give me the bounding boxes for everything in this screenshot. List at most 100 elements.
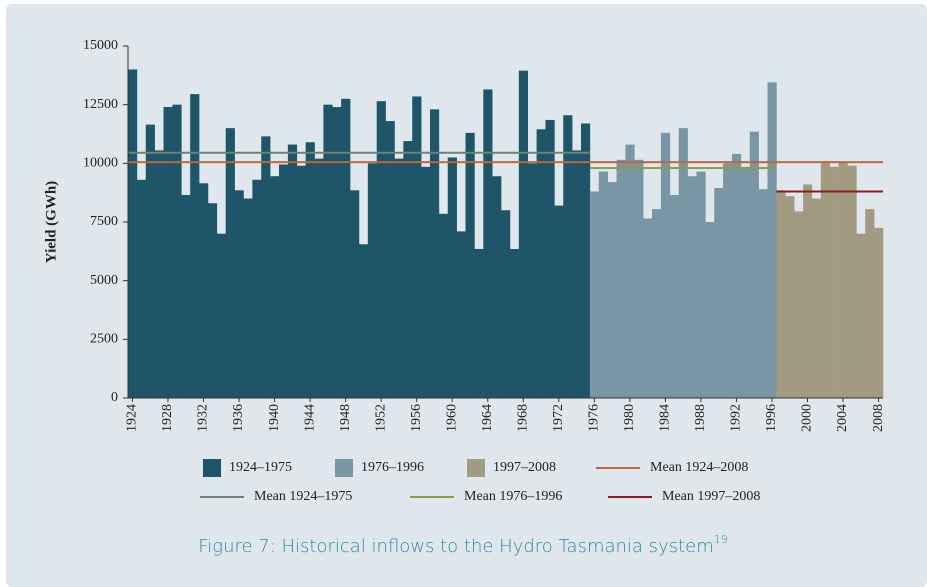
bar <box>403 141 413 399</box>
legend-label: 1924–1975 <box>229 460 292 475</box>
bar <box>572 150 582 398</box>
bar <box>163 107 173 398</box>
bar <box>154 150 164 398</box>
legend-label: 1997–2008 <box>493 460 556 475</box>
x-tick-label: 1928 <box>160 404 175 432</box>
x-tick-label: 1932 <box>196 404 211 432</box>
bar <box>145 124 155 398</box>
bar <box>874 227 884 398</box>
x-tick-label: 1996 <box>764 404 779 432</box>
bar <box>287 144 298 398</box>
bar <box>438 213 449 398</box>
x-tick-label: 1976 <box>587 404 602 432</box>
x-tick-label: 1956 <box>409 404 424 432</box>
bar <box>456 231 466 398</box>
y-tick-label: 0 <box>111 390 118 405</box>
bar <box>536 129 546 398</box>
bar <box>820 160 831 398</box>
bar <box>554 205 564 398</box>
bar <box>385 121 395 399</box>
x-tick-label: 1944 <box>302 404 317 432</box>
bar <box>412 96 422 398</box>
bar <box>447 157 457 398</box>
bar <box>616 159 626 398</box>
bar <box>261 136 271 398</box>
bar <box>749 131 759 399</box>
bar <box>323 104 333 399</box>
bar <box>625 144 635 398</box>
bar <box>279 164 289 398</box>
bar <box>643 218 653 398</box>
bar <box>740 166 751 398</box>
bar <box>216 233 227 398</box>
y-tick-label: 12500 <box>83 97 118 112</box>
bar <box>847 165 857 398</box>
legend-label: Mean 1924–1975 <box>254 489 352 504</box>
x-tick-label: 1992 <box>729 404 744 432</box>
legend-swatch <box>467 459 485 477</box>
bar <box>856 233 866 398</box>
bar <box>678 128 688 398</box>
caption-text: Figure 7: Historical inflows to the Hydr… <box>198 536 714 557</box>
bar <box>234 190 244 398</box>
bar <box>181 195 191 398</box>
bar <box>794 211 804 398</box>
x-tick-label: 2004 <box>835 404 850 432</box>
bar <box>723 163 733 398</box>
bar <box>687 176 697 398</box>
bar <box>598 171 608 398</box>
y-tick-label: 15000 <box>83 38 118 53</box>
bar <box>732 153 742 398</box>
bar <box>341 98 351 399</box>
bar <box>652 209 662 398</box>
y-tick-label: 5000 <box>90 273 118 288</box>
bar <box>865 209 875 398</box>
x-tick-label: 1936 <box>231 404 246 432</box>
bar <box>509 248 520 398</box>
bar <box>207 203 218 398</box>
y-tick-label: 2500 <box>90 332 118 347</box>
bar <box>838 162 848 398</box>
x-tick-label: 1980 <box>622 404 637 432</box>
bar <box>252 179 262 398</box>
bar <box>811 198 822 398</box>
bar <box>501 210 511 398</box>
bar <box>421 166 431 398</box>
bar <box>607 182 617 398</box>
legend-label: Mean 1924–2008 <box>650 460 748 475</box>
bar <box>376 101 386 398</box>
bar <box>136 179 147 398</box>
caption: Figure 7: Historical inflows to the Hydr… <box>198 533 728 557</box>
bar <box>225 128 235 398</box>
bar <box>563 115 573 398</box>
y-axis-label: Yield (GWh) <box>43 181 59 263</box>
bar <box>696 171 706 398</box>
bar <box>394 158 404 398</box>
x-tick-label: 1960 <box>444 404 459 432</box>
bar <box>358 244 369 398</box>
bar <box>296 165 306 398</box>
bar <box>803 184 813 398</box>
legend-swatch <box>203 459 221 477</box>
x-tick-label: 1948 <box>338 404 353 432</box>
bar <box>776 190 786 398</box>
bar <box>270 176 280 398</box>
x-tick-label: 1984 <box>658 404 673 432</box>
bar <box>305 142 315 398</box>
y-tick-label: 10000 <box>83 156 118 171</box>
bar <box>669 195 680 398</box>
bar <box>314 158 324 398</box>
legend-label: 1976–1996 <box>361 460 424 475</box>
x-tick-label: 1972 <box>551 404 566 432</box>
legend-label: Mean 1976–1996 <box>464 489 562 504</box>
bar <box>589 191 600 398</box>
bar <box>767 82 777 398</box>
bar <box>332 107 342 398</box>
x-tick-label: 1952 <box>373 404 388 432</box>
bar <box>492 176 502 398</box>
caption-note: 19 <box>714 533 728 546</box>
x-tick-label: 2008 <box>871 404 886 432</box>
bar <box>243 198 253 398</box>
